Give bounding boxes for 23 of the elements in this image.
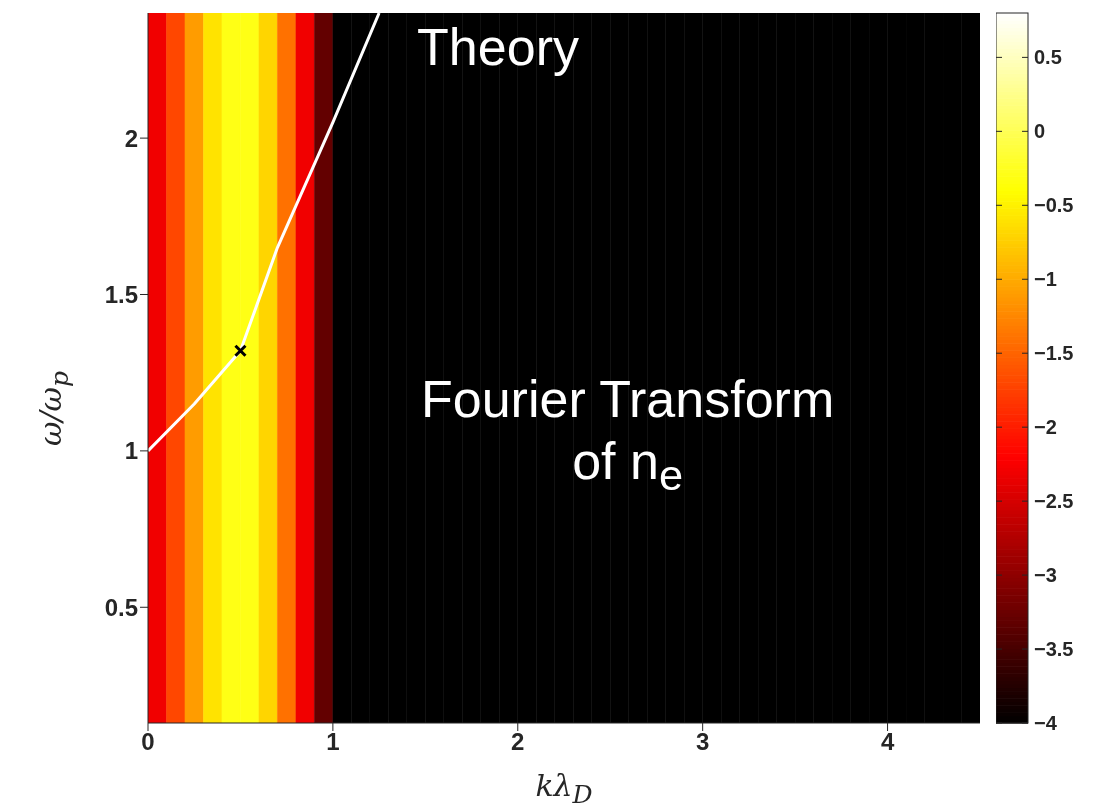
annotation: Fourier Transform of n$_{e}$ (420, 369, 836, 502)
color-bar-label: −1 (1034, 268, 1057, 291)
x-tick-label: 3 (695, 728, 710, 756)
color-bar-label: −4 (1034, 712, 1058, 734)
series-label: Theory (417, 18, 579, 76)
x-tick-label: 2 (511, 728, 525, 756)
x-axis-title: kλ$_{D}$ (534, 768, 594, 809)
x-tick-label: 4 (880, 728, 895, 756)
y-tick-label: 2 (124, 124, 138, 152)
line-series (148, 13, 381, 453)
color-bar-label: 0 (1034, 120, 1046, 143)
y-tick-label: 1.5 (104, 281, 138, 309)
y-tick-label: 0.5 (104, 593, 138, 621)
color-bar-label: 0.5 (1034, 46, 1062, 69)
color-bar-label: −2.5 (1034, 490, 1074, 513)
y-tick-label: 1 (124, 437, 138, 465)
x-tick-label: 0 (141, 728, 155, 756)
color-bar-label: −2 (1034, 416, 1057, 439)
color-bar-label: −0.5 (1034, 194, 1074, 217)
x-tick-label: 1 (326, 728, 340, 756)
color-bar-label: −3 (1034, 564, 1057, 587)
color-bar-label: −1.5 (1034, 342, 1074, 365)
color-bar-label: −3.5 (1034, 638, 1074, 661)
